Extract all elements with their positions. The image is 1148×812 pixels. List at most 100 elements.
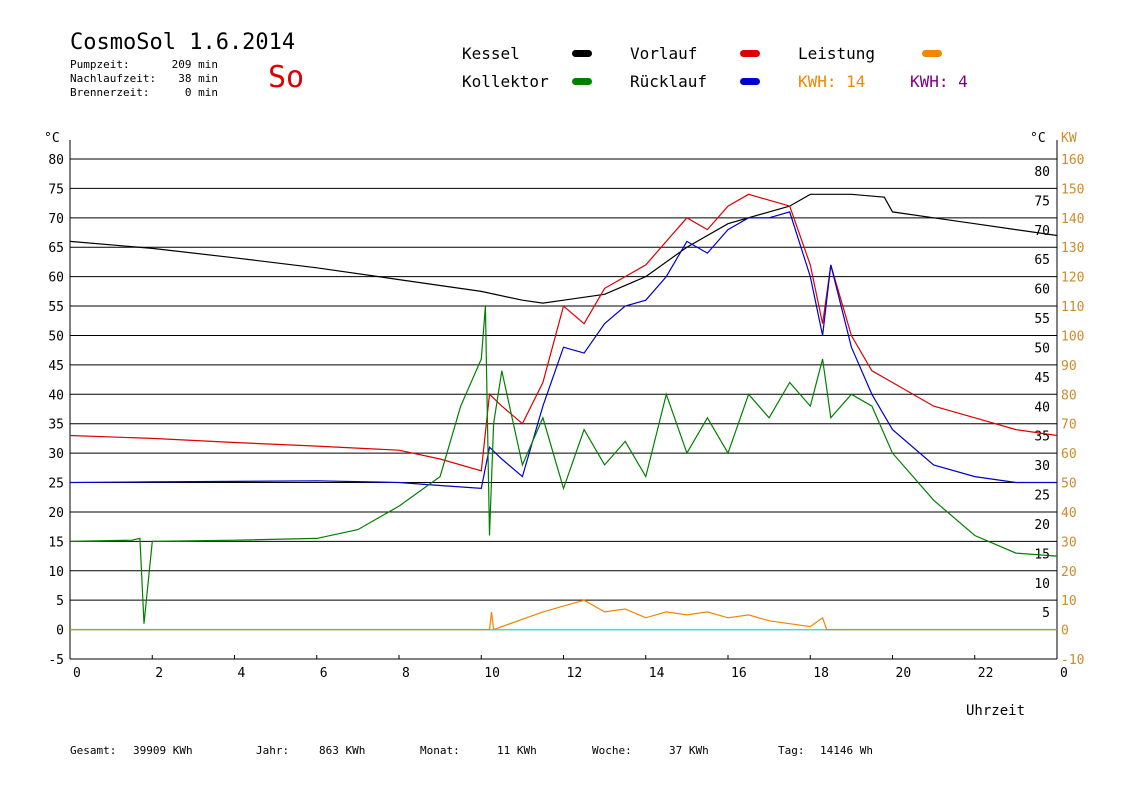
legend-leistung-label: Leistung — [798, 44, 876, 63]
x-tick-label: 8 — [402, 666, 410, 681]
legend-ruecklauf-label: Rücklauf — [630, 72, 708, 91]
pump-time-label: Pumpzeit: — [70, 58, 130, 71]
legend-leistung-swatch — [922, 50, 942, 57]
y-tick-label-right-kw: -10 — [1061, 653, 1084, 668]
series-line-leistung — [70, 599, 1057, 631]
week-label: Woche: — [592, 744, 632, 757]
y-tick-label-right-celsius: 10 — [1034, 577, 1050, 592]
x-tick-label: 2 — [155, 666, 163, 681]
y-tick-label-left: 50 — [48, 329, 64, 344]
x-tick-label: 0 — [73, 666, 81, 681]
y-tick-label-left: 75 — [48, 182, 64, 197]
y-tick-label-left: 5 — [56, 594, 64, 609]
y-tick-label-right-kw: 10 — [1061, 594, 1077, 609]
y-tick-label-right-celsius: 65 — [1034, 253, 1050, 268]
y-tick-label-right-celsius: 35 — [1034, 430, 1050, 445]
y-tick-label-left: 0 — [56, 624, 64, 639]
legend-vorlauf-label: Vorlauf — [630, 44, 698, 63]
y-tick-label-right-kw: 90 — [1061, 359, 1077, 374]
y-tick-label-left: -5 — [48, 653, 64, 668]
y-tick-label-left: 10 — [48, 565, 64, 580]
y-tick-label-right-kw: 120 — [1061, 271, 1084, 286]
y-tick-label-right-kw: 110 — [1061, 300, 1084, 315]
legend-kollektor-swatch — [572, 78, 592, 85]
x-tick-label: 22 — [978, 666, 994, 681]
total-value: 39909 KWh — [133, 744, 193, 757]
y-tick-label-left: 80 — [48, 153, 64, 168]
y-tick-label-right-kw: 30 — [1061, 535, 1077, 550]
x-tick-label: 20 — [896, 666, 912, 681]
y-tick-label-right-kw: 70 — [1061, 418, 1077, 433]
x-tick-label: 0 — [1060, 666, 1068, 681]
y-tick-label-right-kw: 150 — [1061, 182, 1084, 197]
y-tick-label-right-kw: 40 — [1061, 506, 1077, 521]
y-tick-label-right-kw: 130 — [1061, 241, 1084, 256]
y-tick-label-right-kw: 80 — [1061, 388, 1077, 403]
chart-title: CosmoSol 1.6.2014 — [70, 30, 296, 55]
y-tick-label-right-celsius: 60 — [1034, 283, 1050, 298]
y-tick-label-left: 65 — [48, 241, 64, 256]
x-axis-label: Uhrzeit — [966, 703, 1025, 719]
y-tick-label-left: 15 — [48, 535, 64, 550]
series-line-kessel — [69, 193, 1058, 304]
y-tick-label-right-celsius: 5 — [1042, 606, 1050, 621]
y-axis-unit-right-kw: KW — [1061, 131, 1077, 146]
y-tick-label-left: 40 — [48, 388, 64, 403]
year-value: 863 KWh — [319, 744, 366, 757]
y-tick-label-right-celsius: 70 — [1034, 224, 1050, 239]
month-value: 11 KWh — [497, 744, 537, 757]
day-value: 14146 Wh — [820, 744, 873, 757]
x-tick-label: 4 — [238, 666, 246, 681]
y-tick-label-right-kw: 140 — [1061, 212, 1084, 227]
x-tick-label: 16 — [731, 666, 747, 681]
weekday-label: So — [268, 60, 305, 95]
y-tick-label-left: 60 — [48, 271, 64, 286]
legend-kessel-label: Kessel — [462, 44, 520, 63]
day-label: Tag: — [778, 744, 805, 757]
y-tick-label-left: 45 — [48, 359, 64, 374]
y-tick-label-right-celsius: 30 — [1034, 459, 1050, 474]
y-tick-label-right-kw: 0 — [1061, 624, 1069, 639]
y-tick-label-right-celsius: 80 — [1034, 165, 1050, 180]
x-tick-label: 14 — [649, 666, 665, 681]
series-line-vorlauf — [69, 193, 1058, 472]
legend-kollektor-label: Kollektor — [462, 72, 549, 91]
x-tick-label: 6 — [320, 666, 328, 681]
month-label: Monat: — [420, 744, 460, 757]
y-tick-label-right-celsius: 55 — [1034, 312, 1050, 327]
y-tick-label-right-kw: 50 — [1061, 477, 1077, 492]
y-tick-label-right-kw: 160 — [1061, 153, 1084, 168]
y-tick-label-right-celsius: 45 — [1034, 371, 1050, 386]
legend-vorlauf-swatch — [740, 50, 760, 57]
y-tick-label-left: 70 — [48, 212, 64, 227]
total-label: Gesamt: — [70, 744, 117, 757]
x-tick-label: 18 — [813, 666, 829, 681]
y-tick-label-left: 20 — [48, 506, 64, 521]
y-tick-label-right-celsius: 40 — [1034, 400, 1050, 415]
overrun-time-label: Nachlaufzeit: — [70, 72, 157, 85]
legend-kessel-swatch — [572, 50, 592, 57]
burner-time-label: Brennerzeit: — [70, 86, 150, 99]
y-tick-label-right-celsius: 20 — [1034, 518, 1050, 533]
y-tick-label-right-kw: 20 — [1061, 565, 1077, 580]
x-tick-label: 10 — [484, 666, 500, 681]
y-tick-label-right-celsius: 50 — [1034, 341, 1050, 356]
x-tick-label: 12 — [567, 666, 583, 681]
y-axis-unit-left: °C — [44, 131, 60, 146]
y-tick-label-right-celsius: 75 — [1034, 194, 1050, 209]
y-tick-label-left: 55 — [48, 300, 64, 315]
overrun-time-value: 38 min — [178, 72, 218, 85]
y-tick-label-left: 25 — [48, 477, 64, 492]
legend-kwh-orange: KWH: 14 — [798, 72, 866, 91]
y-tick-label-right-celsius: 25 — [1034, 489, 1050, 504]
y-tick-label-right-kw: 100 — [1061, 329, 1084, 344]
week-value: 37 KWh — [669, 744, 709, 757]
y-tick-label-right-kw: 60 — [1061, 447, 1077, 462]
y-tick-label-left: 35 — [48, 418, 64, 433]
legend-kwh-purple: KWH: 4 — [910, 72, 968, 91]
pump-time-value: 209 min — [171, 58, 218, 71]
burner-time-value: 0 min — [184, 86, 218, 99]
y-axis-unit-right-celsius: °C — [1030, 131, 1046, 146]
series-line-kollektor — [69, 306, 1058, 624]
